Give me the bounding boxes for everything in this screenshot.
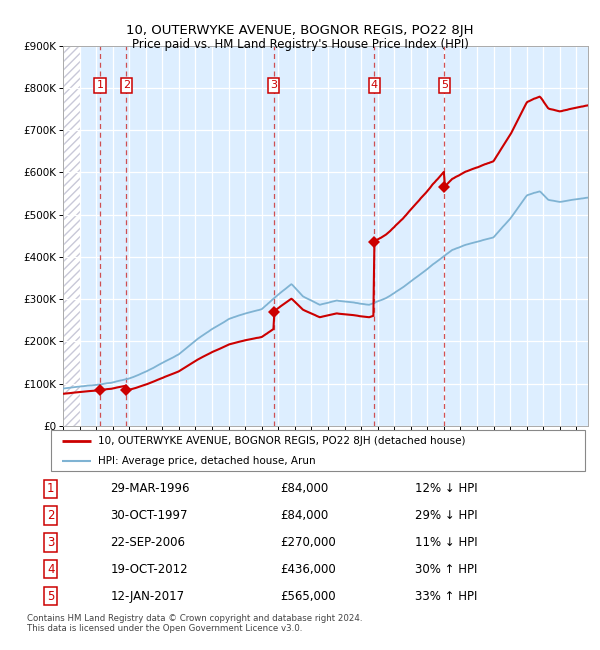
Text: 5: 5 <box>47 590 55 603</box>
Text: 12-JAN-2017: 12-JAN-2017 <box>110 590 185 603</box>
Text: 19-OCT-2012: 19-OCT-2012 <box>110 563 188 576</box>
Text: 4: 4 <box>371 81 378 90</box>
Text: 29% ↓ HPI: 29% ↓ HPI <box>415 509 477 522</box>
Text: 4: 4 <box>47 563 55 576</box>
Bar <box>63 46 80 426</box>
Text: 22-SEP-2006: 22-SEP-2006 <box>110 536 185 549</box>
Text: 29-MAR-1996: 29-MAR-1996 <box>110 482 190 495</box>
Text: 3: 3 <box>47 536 55 549</box>
Bar <box>63 46 80 426</box>
Text: 1: 1 <box>97 81 104 90</box>
Text: £270,000: £270,000 <box>281 536 337 549</box>
Text: This data is licensed under the Open Government Licence v3.0.: This data is licensed under the Open Gov… <box>27 624 302 633</box>
Text: 11% ↓ HPI: 11% ↓ HPI <box>415 536 477 549</box>
Text: 30-OCT-1997: 30-OCT-1997 <box>110 509 188 522</box>
Text: 2: 2 <box>123 81 130 90</box>
FancyBboxPatch shape <box>51 430 585 471</box>
Text: Contains HM Land Registry data © Crown copyright and database right 2024.: Contains HM Land Registry data © Crown c… <box>27 614 362 623</box>
Text: 33% ↑ HPI: 33% ↑ HPI <box>415 590 477 603</box>
Text: £436,000: £436,000 <box>281 563 337 576</box>
Text: 1: 1 <box>47 482 55 495</box>
Text: HPI: Average price, detached house, Arun: HPI: Average price, detached house, Arun <box>98 456 316 465</box>
Text: 2: 2 <box>47 509 55 522</box>
Text: 10, OUTERWYKE AVENUE, BOGNOR REGIS, PO22 8JH: 10, OUTERWYKE AVENUE, BOGNOR REGIS, PO22… <box>126 24 474 37</box>
Text: 30% ↑ HPI: 30% ↑ HPI <box>415 563 477 576</box>
Text: 3: 3 <box>270 81 277 90</box>
Text: 5: 5 <box>441 81 448 90</box>
Text: 12% ↓ HPI: 12% ↓ HPI <box>415 482 477 495</box>
Text: 10, OUTERWYKE AVENUE, BOGNOR REGIS, PO22 8JH (detached house): 10, OUTERWYKE AVENUE, BOGNOR REGIS, PO22… <box>98 436 466 446</box>
Text: £84,000: £84,000 <box>281 482 329 495</box>
Text: £565,000: £565,000 <box>281 590 337 603</box>
Text: Price paid vs. HM Land Registry's House Price Index (HPI): Price paid vs. HM Land Registry's House … <box>131 38 469 51</box>
Text: £84,000: £84,000 <box>281 509 329 522</box>
